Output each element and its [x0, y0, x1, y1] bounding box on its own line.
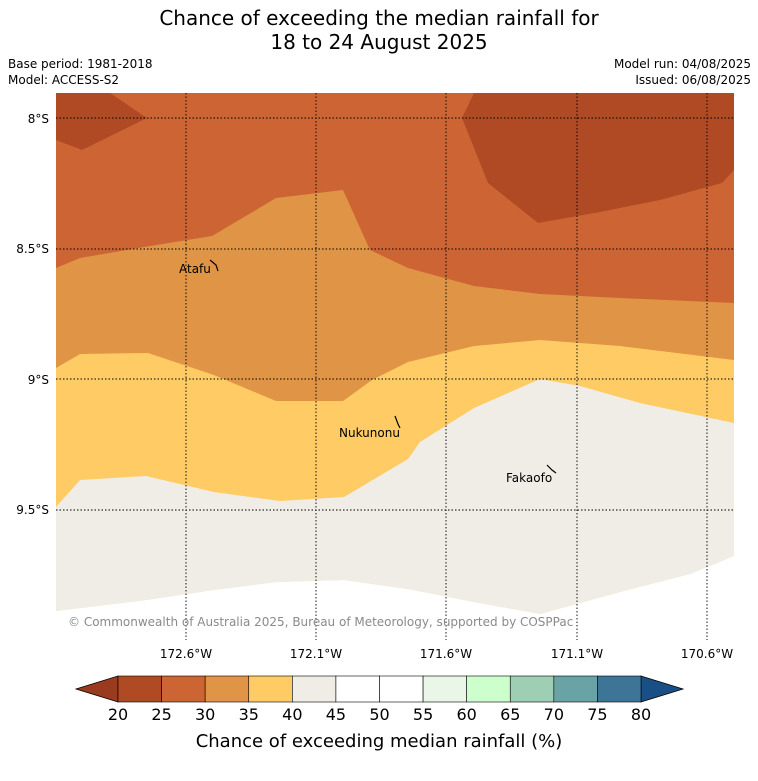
colorbar-tick-label: 70: [544, 705, 564, 724]
colorbar-title: Chance of exceeding median rainfall (%): [196, 731, 563, 752]
map-plot-area: Atafu Nukunonu Fakaofo © Commonwealth of…: [56, 93, 734, 640]
colorbar-tick-label: 60: [456, 705, 476, 724]
colorbar-swatch: [422, 675, 467, 703]
colorbar: 20 25 30 35 40 45 50 55 60 65 70 75 80: [74, 675, 685, 724]
lon-label: 171.6°W: [420, 647, 472, 661]
colorbar-swatch: [335, 675, 380, 703]
colorbar-swatch: [466, 675, 511, 703]
colorbar-swatch: [248, 675, 293, 703]
base-period: Base period: 1981-2018: [8, 57, 153, 71]
fakaofo-coastline: [546, 464, 557, 474]
colorbar-swatch: [509, 675, 555, 703]
gridlines: [56, 93, 734, 640]
colorbar-swatch: [292, 675, 337, 703]
model-name: Model: ACCESS-S2: [8, 73, 120, 87]
map-title-line1: Chance of exceeding the median rainfall …: [159, 6, 599, 30]
colorbar-tick-label: 20: [108, 705, 128, 724]
colorbar-tick-label: 55: [413, 705, 433, 724]
colorbar-swatch: [553, 675, 598, 703]
longitude-labels: 172.6°W 172.1°W 171.6°W 171.1°W 170.6°W: [160, 647, 733, 661]
colorbar-swatch: [117, 675, 162, 703]
colorbar-tick-label: 65: [500, 705, 520, 724]
lat-label: 9.5°S: [16, 503, 49, 517]
region-40-45: [56, 379, 734, 614]
region-20-25-northwest: [56, 93, 147, 150]
colorbar-tick-label: 40: [282, 705, 302, 724]
colorbar-tick-label: 80: [631, 705, 651, 724]
colorbar-over-triangle: [640, 675, 685, 703]
colorbar-tick-label: 75: [587, 705, 607, 724]
copyright-notice: © Commonwealth of Australia 2025, Bureau…: [68, 615, 573, 629]
place-label-nukunonu: Nukunonu: [339, 426, 400, 440]
region-no-data: [56, 556, 734, 640]
atafu-coastline: [209, 259, 219, 272]
lat-label: 9°S: [28, 373, 49, 387]
colorbar-tick-label: 45: [326, 705, 346, 724]
lat-label: 8°S: [28, 112, 49, 126]
model-run: Model run: 04/08/2025: [613, 57, 751, 71]
nukunonu-coastline: [394, 415, 401, 429]
colorbar-under-triangle: [74, 675, 119, 703]
issued-date: Issued: 06/08/2025: [635, 73, 751, 87]
lon-label: 172.6°W: [160, 647, 212, 661]
colorbar-swatch: [379, 675, 424, 703]
lon-label: 171.1°W: [551, 647, 603, 661]
lat-label: 8.5°S: [16, 242, 49, 256]
coastlines: [209, 259, 557, 474]
colorbar-swatch: [597, 675, 642, 703]
colorbar-tick-label: 30: [195, 705, 215, 724]
colorbar-swatch: [204, 675, 250, 703]
lon-label: 170.6°W: [681, 647, 733, 661]
region-20-25-northeast: [462, 93, 734, 223]
place-label-fakaofo: Fakaofo: [506, 471, 552, 485]
colorbar-tick-label: 25: [151, 705, 171, 724]
colorbar-tick-label: 35: [239, 705, 259, 724]
place-label-atafu: Atafu: [179, 262, 211, 276]
lon-label: 172.1°W: [290, 647, 342, 661]
colorbar-swatch: [161, 675, 206, 703]
map-title-line2: 18 to 24 August 2025: [270, 30, 488, 54]
latitude-labels: 8°S 8.5°S 9°S 9.5°S: [16, 112, 49, 517]
colorbar-tick-label: 50: [369, 705, 389, 724]
